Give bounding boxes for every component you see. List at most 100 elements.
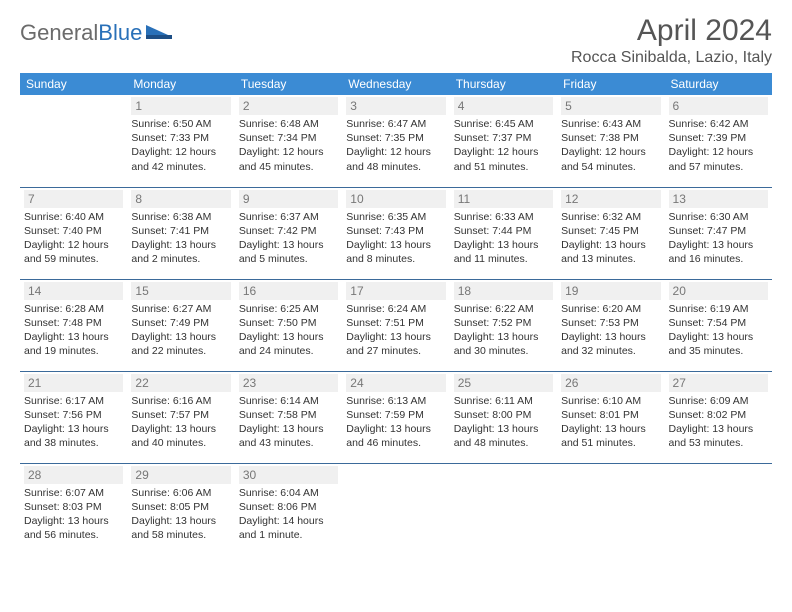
day-details: Sunrise: 6:14 AMSunset: 7:58 PMDaylight:… <box>239 394 338 451</box>
day-details: Sunrise: 6:10 AMSunset: 8:01 PMDaylight:… <box>561 394 660 451</box>
day-number: 20 <box>669 282 768 300</box>
calendar-cell: 3 Sunrise: 6:47 AMSunset: 7:35 PMDaylight… <box>342 95 449 187</box>
sunset-line: Sunset: 7:52 PM <box>454 316 553 330</box>
daylight-line: Daylight: 13 hours and 13 minutes. <box>561 238 660 266</box>
title-block: April 2024 Rocca Sinibalda, Lazio, Italy <box>571 14 772 67</box>
sunset-line: Sunset: 7:44 PM <box>454 224 553 238</box>
day-details: Sunrise: 6:11 AMSunset: 8:00 PMDaylight:… <box>454 394 553 451</box>
brand-text-left: General <box>20 20 98 46</box>
calendar-cell: 5 Sunrise: 6:43 AMSunset: 7:38 PMDaylight… <box>557 95 664 187</box>
sunset-line: Sunset: 7:49 PM <box>131 316 230 330</box>
day-details: Sunrise: 6:37 AMSunset: 7:42 PMDaylight:… <box>239 210 338 267</box>
calendar-row: 7 Sunrise: 6:40 AMSunset: 7:40 PMDaylight… <box>20 187 772 279</box>
sunset-line: Sunset: 7:39 PM <box>669 131 768 145</box>
day-details: Sunrise: 6:07 AMSunset: 8:03 PMDaylight:… <box>24 486 123 543</box>
sunrise-line: Sunrise: 6:35 AM <box>346 210 445 224</box>
location: Rocca Sinibalda, Lazio, Italy <box>571 49 772 67</box>
sunrise-line: Sunrise: 6:25 AM <box>239 302 338 316</box>
calendar-cell: 23Sunrise: 6:14 AMSunset: 7:58 PMDayligh… <box>235 371 342 463</box>
sunrise-line: Sunrise: 6:04 AM <box>239 486 338 500</box>
sunset-line: Sunset: 8:05 PM <box>131 500 230 514</box>
day-details: Sunrise: 6:17 AMSunset: 7:56 PMDaylight:… <box>24 394 123 451</box>
daylight-line: Daylight: 12 hours and 51 minutes. <box>454 145 553 173</box>
sunset-line: Sunset: 7:33 PM <box>131 131 230 145</box>
sunset-line: Sunset: 7:59 PM <box>346 408 445 422</box>
calendar-cell: 29Sunrise: 6:06 AMSunset: 8:05 PMDayligh… <box>127 463 234 555</box>
sunset-line: Sunset: 7:45 PM <box>561 224 660 238</box>
day-details: Sunrise: 6:16 AMSunset: 7:57 PMDaylight:… <box>131 394 230 451</box>
day-details: Sunrise: 6:19 AMSunset: 7:54 PMDaylight:… <box>669 302 768 359</box>
day-number: 1 <box>131 97 230 115</box>
day-details: Sunrise: 6:47 AMSunset: 7:35 PMDaylight:… <box>346 117 445 174</box>
calendar-cell: 20 Sunrise: 6:19 AMSunset: 7:54 PMDayligh… <box>665 279 772 371</box>
calendar-cell: 13 Sunrise: 6:30 AMSunset: 7:47 PMDayligh… <box>665 187 772 279</box>
sunrise-line: Sunrise: 6:30 AM <box>669 210 768 224</box>
day-number: 29 <box>131 466 230 484</box>
sunset-line: Sunset: 7:35 PM <box>346 131 445 145</box>
calendar-row: 28Sunrise: 6:07 AMSunset: 8:03 PMDayligh… <box>20 463 772 555</box>
sunset-line: Sunset: 7:38 PM <box>561 131 660 145</box>
daylight-line: Daylight: 13 hours and 40 minutes. <box>131 422 230 450</box>
day-number: 3 <box>346 97 445 115</box>
weekday-header: Monday <box>127 73 234 95</box>
weekday-header: Tuesday <box>235 73 342 95</box>
day-details: Sunrise: 6:35 AMSunset: 7:43 PMDaylight:… <box>346 210 445 267</box>
day-details: Sunrise: 6:45 AMSunset: 7:37 PMDaylight:… <box>454 117 553 174</box>
sunrise-line: Sunrise: 6:33 AM <box>454 210 553 224</box>
day-details: Sunrise: 6:09 AMSunset: 8:02 PMDaylight:… <box>669 394 768 451</box>
calendar-cell <box>20 95 127 187</box>
daylight-line: Daylight: 13 hours and 58 minutes. <box>131 514 230 542</box>
daylight-line: Daylight: 12 hours and 48 minutes. <box>346 145 445 173</box>
day-number: 27 <box>669 374 768 392</box>
calendar-cell <box>557 463 664 555</box>
brand-logo: GeneralBlue <box>20 14 172 46</box>
sunset-line: Sunset: 7:51 PM <box>346 316 445 330</box>
sunrise-line: Sunrise: 6:24 AM <box>346 302 445 316</box>
day-details: Sunrise: 6:04 AMSunset: 8:06 PMDaylight:… <box>239 486 338 543</box>
weekday-header: Sunday <box>20 73 127 95</box>
calendar-cell: 7 Sunrise: 6:40 AMSunset: 7:40 PMDaylight… <box>20 187 127 279</box>
calendar-table: SundayMondayTuesdayWednesdayThursdayFrid… <box>20 73 772 555</box>
day-number: 25 <box>454 374 553 392</box>
sunset-line: Sunset: 7:47 PM <box>669 224 768 238</box>
day-details: Sunrise: 6:38 AMSunset: 7:41 PMDaylight:… <box>131 210 230 267</box>
sunrise-line: Sunrise: 6:47 AM <box>346 117 445 131</box>
calendar-row: 1Sunrise: 6:50 AMSunset: 7:33 PMDaylight… <box>20 95 772 187</box>
sunrise-line: Sunrise: 6:22 AM <box>454 302 553 316</box>
day-details: Sunrise: 6:40 AMSunset: 7:40 PMDaylight:… <box>24 210 123 267</box>
calendar-cell: 24Sunrise: 6:13 AMSunset: 7:59 PMDayligh… <box>342 371 449 463</box>
sunrise-line: Sunrise: 6:37 AM <box>239 210 338 224</box>
day-number: 21 <box>24 374 123 392</box>
day-number: 7 <box>24 190 123 208</box>
sunrise-line: Sunrise: 6:07 AM <box>24 486 123 500</box>
calendar-cell: 15Sunrise: 6:27 AMSunset: 7:49 PMDayligh… <box>127 279 234 371</box>
daylight-line: Daylight: 13 hours and 38 minutes. <box>24 422 123 450</box>
calendar-cell: 4Sunrise: 6:45 AMSunset: 7:37 PMDaylight… <box>450 95 557 187</box>
day-details: Sunrise: 6:30 AMSunset: 7:47 PMDaylight:… <box>669 210 768 267</box>
sunset-line: Sunset: 7:37 PM <box>454 131 553 145</box>
day-number: 17 <box>346 282 445 300</box>
calendar-cell: 30Sunrise: 6:04 AMSunset: 8:06 PMDayligh… <box>235 463 342 555</box>
sunrise-line: Sunrise: 6:32 AM <box>561 210 660 224</box>
weekday-header: Thursday <box>450 73 557 95</box>
sunset-line: Sunset: 7:41 PM <box>131 224 230 238</box>
day-number: 13 <box>669 190 768 208</box>
day-number: 26 <box>561 374 660 392</box>
day-number: 19 <box>561 282 660 300</box>
daylight-line: Daylight: 13 hours and 53 minutes. <box>669 422 768 450</box>
daylight-line: Daylight: 13 hours and 35 minutes. <box>669 330 768 358</box>
calendar-cell: 18Sunrise: 6:22 AMSunset: 7:52 PMDayligh… <box>450 279 557 371</box>
day-number: 10 <box>346 190 445 208</box>
day-number: 6 <box>669 97 768 115</box>
daylight-line: Daylight: 12 hours and 59 minutes. <box>24 238 123 266</box>
sunset-line: Sunset: 7:40 PM <box>24 224 123 238</box>
sunset-line: Sunset: 8:06 PM <box>239 500 338 514</box>
daylight-line: Daylight: 13 hours and 43 minutes. <box>239 422 338 450</box>
daylight-line: Daylight: 13 hours and 8 minutes. <box>346 238 445 266</box>
calendar-cell: 17Sunrise: 6:24 AMSunset: 7:51 PMDayligh… <box>342 279 449 371</box>
sunset-line: Sunset: 8:03 PM <box>24 500 123 514</box>
day-details: Sunrise: 6:43 AMSunset: 7:38 PMDaylight:… <box>561 117 660 174</box>
day-details: Sunrise: 6:27 AMSunset: 7:49 PMDaylight:… <box>131 302 230 359</box>
day-number: 22 <box>131 374 230 392</box>
day-number: 5 <box>561 97 660 115</box>
